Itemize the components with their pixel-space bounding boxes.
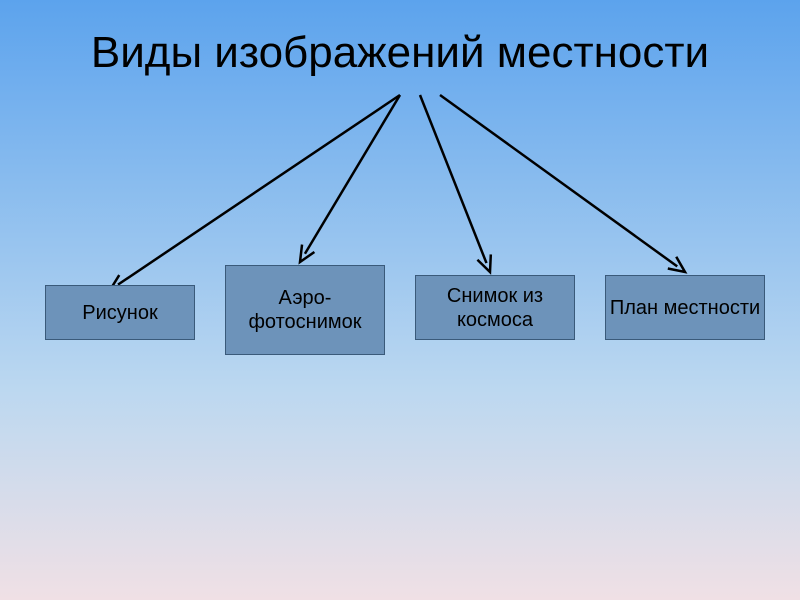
page-title: Виды изображений местности bbox=[0, 28, 800, 78]
box-label: Аэро-фотоснимок bbox=[226, 286, 384, 334]
box-label: Рисунок bbox=[82, 301, 157, 325]
box-label: План местности bbox=[610, 296, 760, 320]
diagram-box-risunok: Рисунок bbox=[45, 285, 195, 340]
diagram-box-aero: Аэро-фотоснимок bbox=[225, 265, 385, 355]
diagram-box-snimok: Снимок из космоса bbox=[415, 275, 575, 340]
box-label: Снимок из космоса bbox=[416, 284, 574, 332]
diagram-box-plan: План местности bbox=[605, 275, 765, 340]
